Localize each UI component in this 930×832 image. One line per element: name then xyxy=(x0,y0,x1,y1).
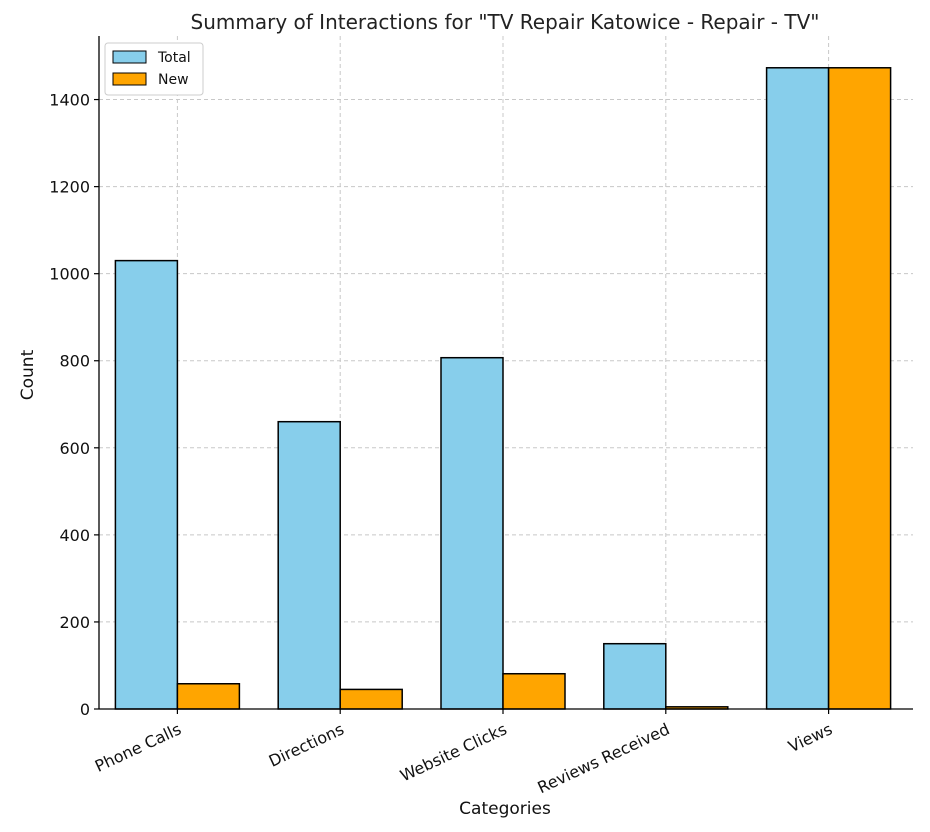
bar-new-website-clicks xyxy=(502,672,566,710)
x-tick-label: Phone Calls xyxy=(92,719,184,775)
legend: Total New xyxy=(104,42,204,96)
y-tick-label: 600 xyxy=(59,439,90,458)
bar-new-directions xyxy=(339,688,403,710)
bar-new-views xyxy=(827,67,892,710)
axes xyxy=(98,36,913,710)
x-axis-ticks: Phone Calls Directions Website Clicks Revie… xyxy=(92,709,835,797)
bar-total-views xyxy=(765,67,830,710)
legend-swatch-new xyxy=(112,72,147,86)
legend-label-new: New xyxy=(158,72,189,88)
y-axis-label: Count xyxy=(18,349,38,400)
legend-swatch-total xyxy=(112,50,147,64)
x-axis-label: Categories xyxy=(459,799,551,819)
y-axis-ticks: 0 200 400 600 800 1000 1200 1400 xyxy=(49,91,99,719)
bar-total-directions xyxy=(277,420,341,710)
y-tick-label: 1200 xyxy=(49,178,90,197)
legend-label-total: Total xyxy=(157,50,191,66)
x-tick-label: Views xyxy=(785,719,835,756)
x-tick-label: Directions xyxy=(266,719,347,770)
bar-total-website-clicks xyxy=(440,356,504,710)
bar-total-phone-calls xyxy=(114,259,179,710)
y-tick-label: 400 xyxy=(59,526,90,545)
bar-new-phone-calls xyxy=(176,683,241,710)
x-tick-label: Reviews Received xyxy=(535,719,673,797)
y-tick-label: 1000 xyxy=(49,265,90,284)
y-tick-label: 800 xyxy=(59,352,90,371)
bars xyxy=(114,67,892,710)
y-tick-label: 200 xyxy=(59,613,90,632)
y-tick-label: 1400 xyxy=(49,91,90,110)
chart-title: Summary of Interactions for "TV Repair K… xyxy=(191,10,820,34)
y-tick-label: 0 xyxy=(80,700,90,719)
bar-total-reviews-received xyxy=(603,642,667,710)
x-tick-label: Website Clicks xyxy=(397,719,510,785)
